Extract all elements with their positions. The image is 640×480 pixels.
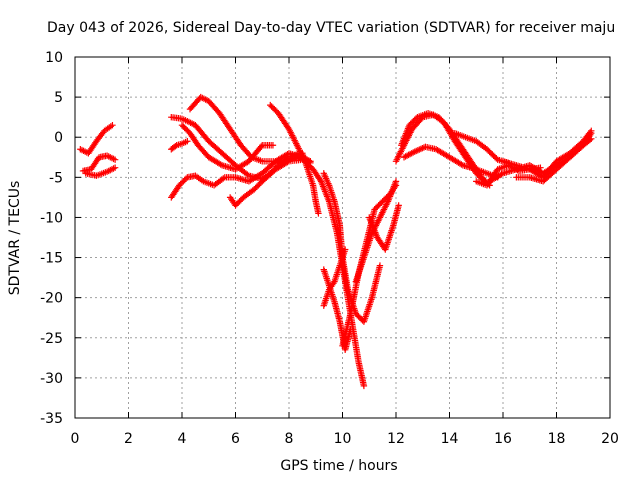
y-tick-label: -35 (40, 411, 63, 427)
series-track-s (398, 109, 493, 189)
x-tick-label: 16 (494, 431, 512, 447)
y-tick-label: -25 (40, 331, 63, 347)
data-point (419, 145, 426, 152)
data-point (498, 171, 505, 178)
series-track-n (320, 266, 354, 354)
series-track-q (366, 202, 402, 253)
x-tick-label: 20 (601, 431, 619, 447)
data-point (409, 149, 417, 156)
data-point (413, 147, 420, 155)
data-point (257, 143, 265, 150)
series-track-g (168, 138, 191, 153)
data-point (220, 175, 227, 182)
y-tick-label: 10 (45, 50, 63, 66)
data-point (411, 148, 418, 155)
data-point (586, 136, 594, 144)
data-point (109, 121, 116, 129)
y-tick-label: -30 (40, 371, 63, 387)
x-tick-label: 18 (548, 431, 566, 447)
data-point (458, 161, 465, 168)
series-track-w (499, 127, 595, 181)
data-point (414, 147, 421, 154)
data-point (217, 161, 224, 168)
data-point (360, 382, 368, 390)
ticks-layer: 0 2 4 6 8 10 12 14 16 18 20 10 5 0 -5 -10 -15 -20 -25 -30 -3… (40, 50, 619, 447)
data-point (586, 129, 594, 136)
data-point (284, 158, 291, 166)
x-tick-label: 8 (285, 431, 294, 447)
x-tick-label: 14 (441, 431, 459, 447)
data-point (269, 142, 277, 149)
y-tick-label: -10 (40, 210, 63, 226)
data-point (184, 138, 191, 145)
x-axis-label: GPS time / hours (280, 458, 397, 474)
y-axis-label: SDTVAR / TECUs (7, 181, 23, 296)
data-point (111, 156, 119, 163)
series-track-t (400, 143, 501, 181)
y-tick-label: -15 (40, 251, 63, 267)
series-track-r (392, 111, 488, 185)
x-tick-label: 0 (71, 431, 80, 447)
series-track-b (79, 152, 119, 175)
data-point (537, 164, 544, 171)
x-tick-label: 12 (387, 431, 405, 447)
data-point (588, 127, 595, 135)
series-track-o (339, 182, 400, 349)
x-tick-label: 2 (124, 431, 133, 447)
series-track-c (82, 164, 119, 179)
x-tick-label: 4 (178, 431, 187, 447)
y-tick-label: -20 (40, 291, 63, 307)
data-point (392, 178, 400, 185)
data-point (588, 135, 595, 143)
series-track-f (178, 121, 277, 173)
chart-title: Day 043 of 2026, Sidereal Day-to-day VTE… (47, 20, 615, 36)
y-tick-label: 5 (54, 90, 63, 106)
y-tick-label: 0 (54, 130, 63, 146)
data-point (376, 262, 384, 269)
series-track-e (186, 93, 314, 167)
data-point (341, 246, 349, 253)
x-tick-label: 6 (231, 431, 240, 447)
y-tick-label: -5 (49, 170, 63, 186)
series-track-i (226, 156, 314, 209)
data-point (111, 164, 119, 171)
x-tick-label: 10 (334, 431, 352, 447)
series-track-y (473, 162, 544, 189)
data-point (395, 202, 402, 209)
data-point (417, 145, 425, 153)
series-track-x (513, 135, 595, 185)
data-point (416, 146, 423, 153)
series-track-j (267, 101, 368, 390)
series-track-k (299, 150, 322, 217)
series-track-a (77, 121, 116, 157)
data-points (77, 93, 595, 390)
data-point (315, 210, 322, 217)
